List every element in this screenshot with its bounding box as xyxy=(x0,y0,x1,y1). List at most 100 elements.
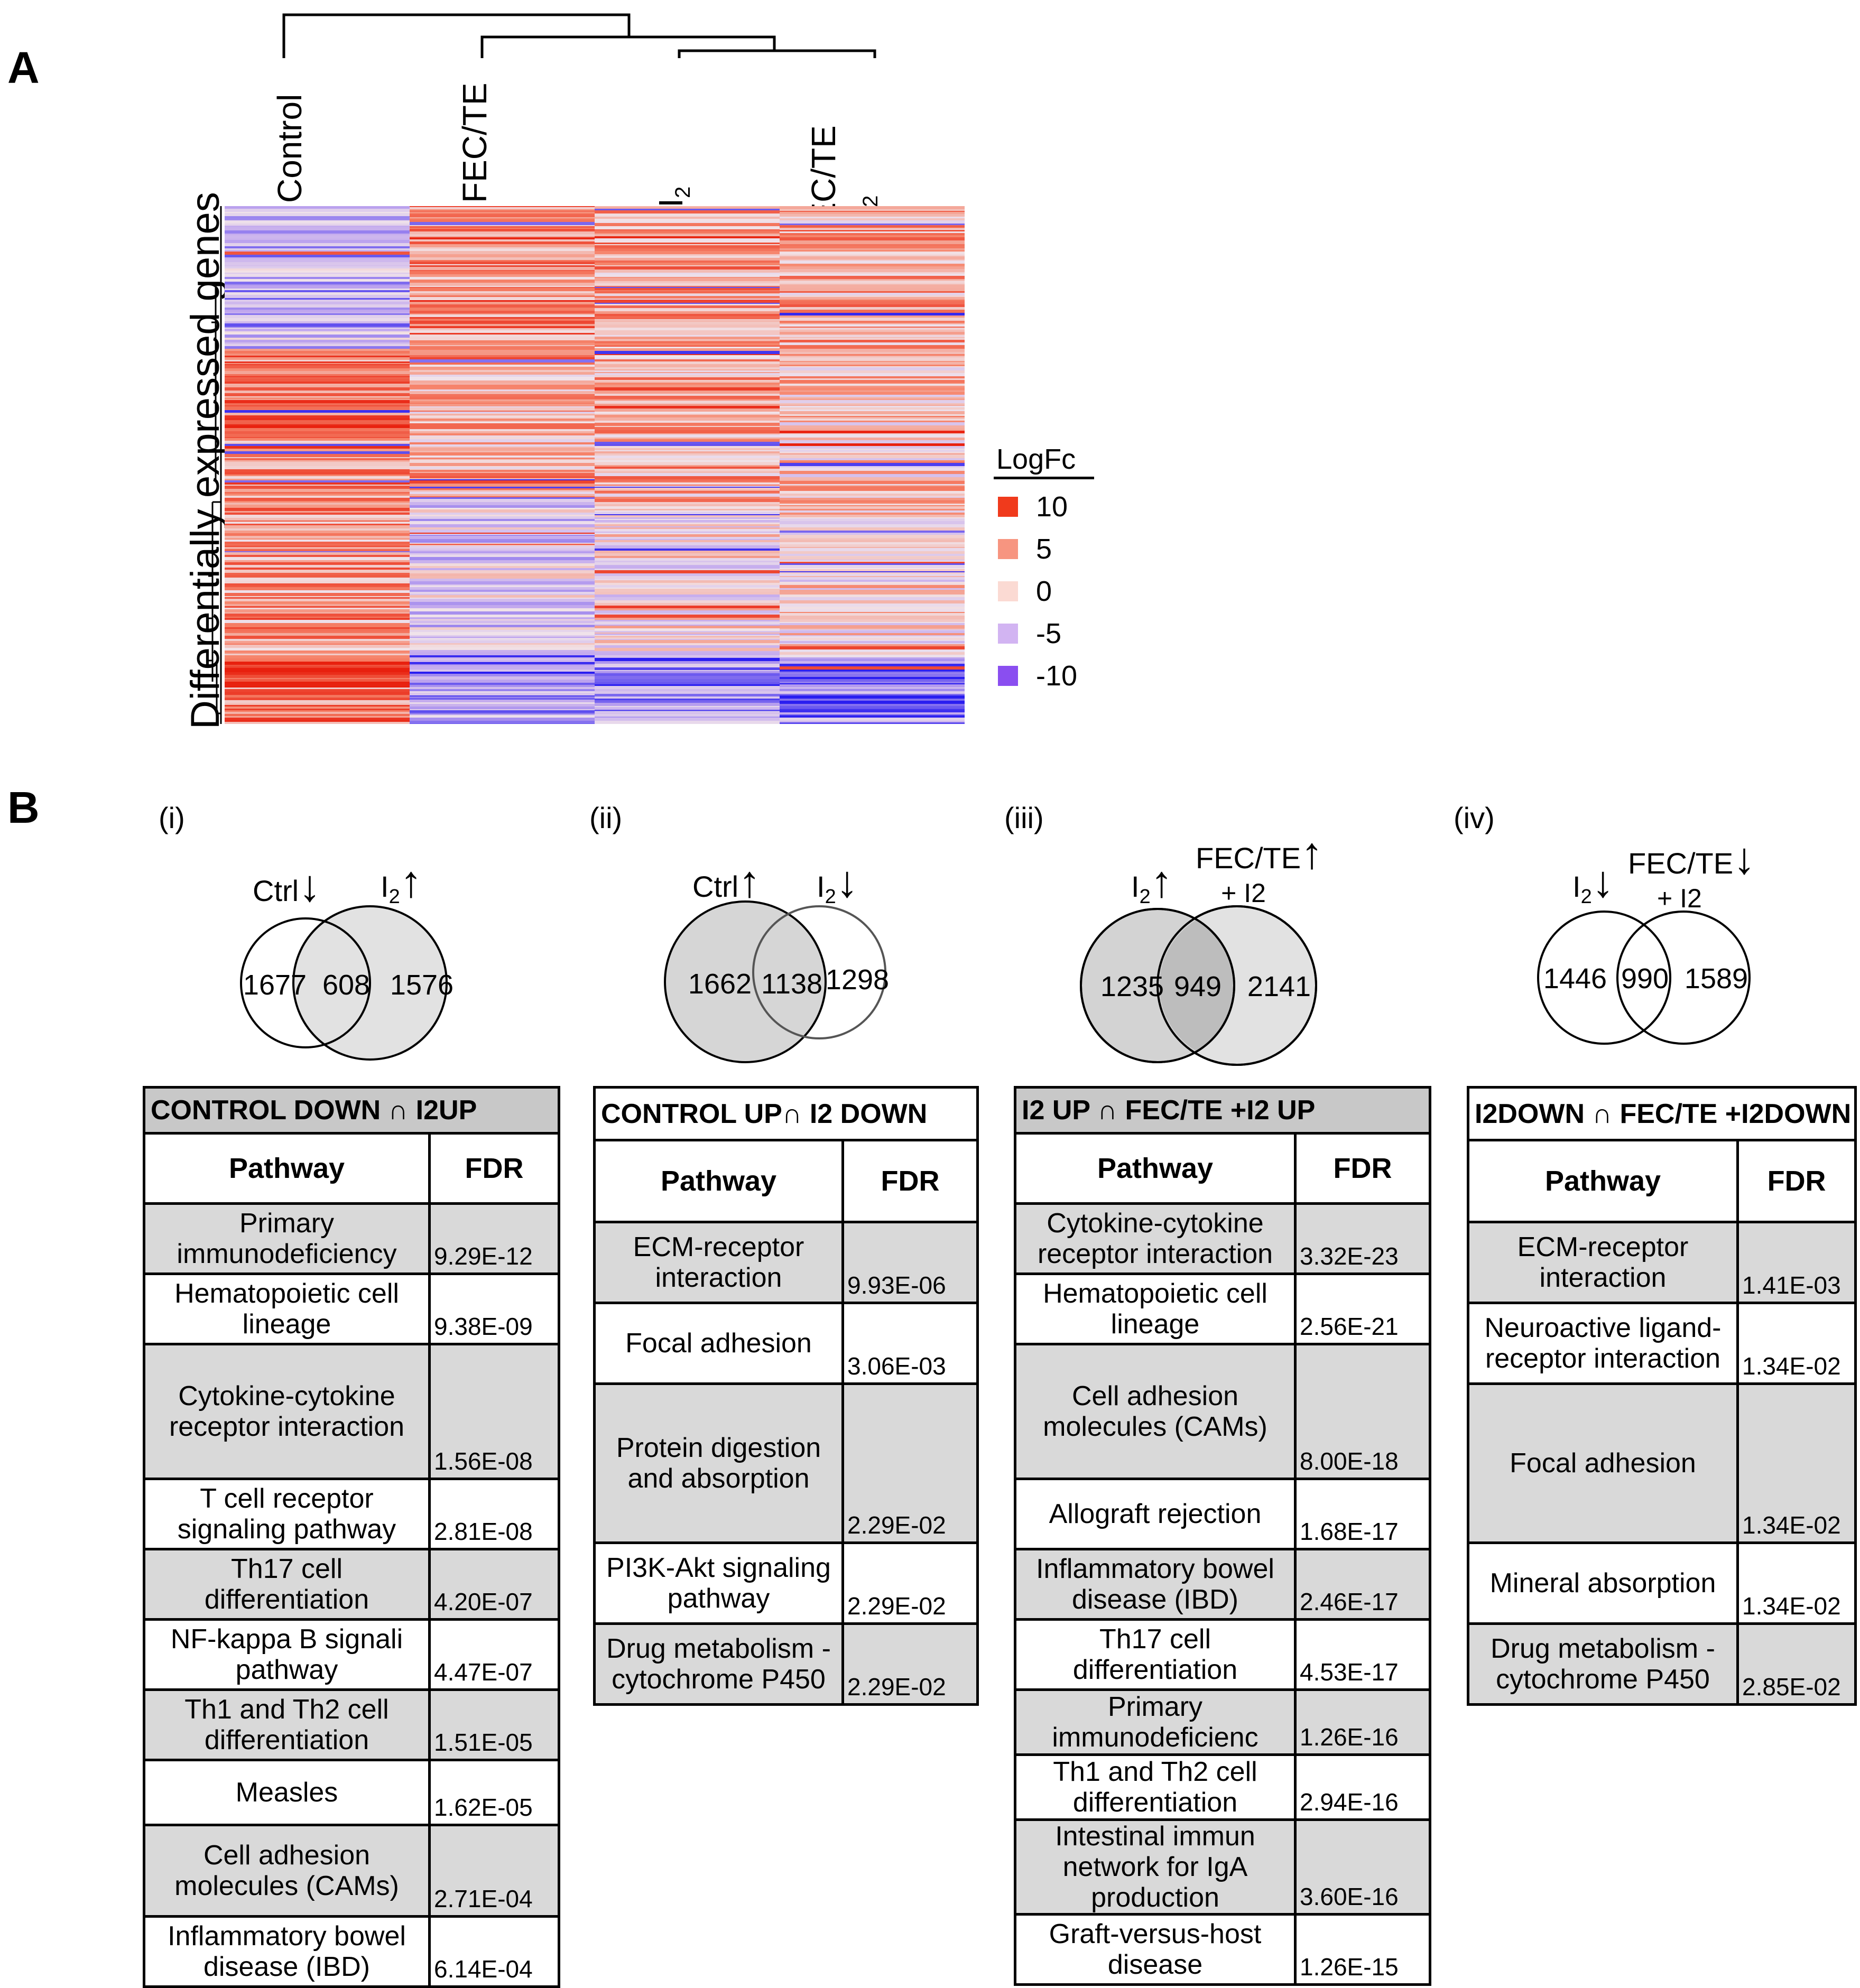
fdr-value: 9.93E-06 xyxy=(841,1221,979,1304)
fdr-value: 1.62E-05 xyxy=(428,1759,560,1826)
fdr-value: 1.34E-02 xyxy=(1736,1382,1857,1544)
column-header-fdr: FDR xyxy=(841,1139,979,1223)
pathway-name: Primary immunodeficiency xyxy=(143,1202,431,1275)
pathway-table-iv: I2DOWN ∩ FEC/TE +I2DOWN Pathway FDR ECM-rec… xyxy=(1466,1086,1857,1706)
table-row: ECM-receptor interaction 1.41E-03 xyxy=(1467,1221,1857,1304)
pathway-name: Focal adhesion xyxy=(593,1302,844,1385)
pathway-name: T cell receptor signaling pathway xyxy=(143,1478,431,1550)
legend-swatch xyxy=(998,624,1018,644)
venn-diagram-ii: 1662 1138 1298 xyxy=(664,900,889,1063)
table-row: Th17 cell differentiation 4.53E-17 xyxy=(1014,1618,1431,1691)
venn-iii-left-condition: I2↑ xyxy=(1131,857,1173,908)
table-row: Th17 cell differentiation 4.20E-07 xyxy=(143,1548,560,1621)
legend-label: 0 xyxy=(1036,575,1052,607)
pathway-name: Th17 cell differentiation xyxy=(143,1548,431,1621)
pathway-name: Inflammatory bowel disease (IBD) xyxy=(1014,1548,1297,1621)
fdr-value: 8.00E-18 xyxy=(1294,1343,1431,1480)
venn-iii-left-count: 1235 xyxy=(1100,971,1164,1002)
pathway-name: PI3K-Akt signaling pathway xyxy=(593,1541,844,1625)
pathway-name: Cell adhesion molecules (CAMs) xyxy=(143,1824,431,1918)
table-row: Cell adhesion molecules (CAMs) 2.71E-04 xyxy=(143,1824,560,1918)
fdr-value: 2.29E-02 xyxy=(841,1541,979,1625)
pathway-name: Hematopoietic cell lineage xyxy=(1014,1272,1297,1345)
table-row: Cell adhesion molecules (CAMs) 8.00E-18 xyxy=(1014,1343,1431,1480)
pathway-name: ECM-receptor interaction xyxy=(593,1221,844,1304)
fdr-value: 2.46E-17 xyxy=(1294,1548,1431,1621)
pathway-table-iii: I2 UP ∩ FEC/TE +I2 UP Pathway FDR Cytokine-… xyxy=(1014,1086,1431,1986)
pathway-name: Allograft rejection xyxy=(1014,1478,1297,1550)
legend-swatch xyxy=(998,581,1018,601)
column-header-pathway: Pathway xyxy=(143,1132,431,1205)
legend-label: 10 xyxy=(1036,491,1068,523)
pathway-name: Cytokine-cytokine receptor interaction xyxy=(1014,1202,1297,1275)
table-title: CONTROL UP∩ I2 DOWN xyxy=(593,1086,979,1141)
venn-i-right-condition: I2↑ xyxy=(381,857,422,908)
fdr-value: 9.38E-09 xyxy=(428,1272,560,1345)
legend-title-underline xyxy=(994,477,1094,479)
venn-iv-overlap-count: 990 xyxy=(1621,963,1669,995)
venn-i-overlap-count: 608 xyxy=(322,969,370,1001)
fdr-value: 2.81E-08 xyxy=(428,1478,560,1550)
venn-iii-right-count: 2141 xyxy=(1247,971,1311,1002)
column-label-i2: I2 xyxy=(652,186,695,208)
table-title: CONTROL DOWN ∩ I2UP xyxy=(143,1086,560,1135)
venn-iv-right-count: 1589 xyxy=(1685,963,1748,995)
fdr-value: 1.41E-03 xyxy=(1736,1221,1857,1304)
venn-label-iii: (iii) xyxy=(1004,801,1044,834)
venn-iv-left-condition: I2↓ xyxy=(1572,857,1614,908)
table-row: Th1 and Th2 cell differentiation 2.94E-16 xyxy=(1014,1753,1431,1821)
table-row: Neuroactive ligand-receptor interaction 1… xyxy=(1467,1302,1857,1385)
venn-iv-right-condition: FEC/TE↓ + I2 xyxy=(1628,833,1756,913)
fdr-value: 2.71E-04 xyxy=(428,1824,560,1918)
table-row: Focal adhesion 3.06E-03 xyxy=(593,1302,979,1385)
table-title: I2 UP ∩ FEC/TE +I2 UP xyxy=(1014,1086,1431,1135)
table-row: Protein digestion and absorption 2.29E-02 xyxy=(593,1382,979,1544)
venn-ii-overlap-count: 1138 xyxy=(761,968,822,1000)
pathway-name: Cell adhesion molecules (CAMs) xyxy=(1014,1343,1297,1480)
venn-iii-right-condition: FEC/TE↑ + I2 xyxy=(1196,828,1324,908)
table-row: Inflammatory bowel disease (IBD) 6.14E-04 xyxy=(143,1915,560,1988)
fdr-value: 3.06E-03 xyxy=(841,1302,979,1385)
row-dendrogram xyxy=(208,206,222,724)
venn-i-left-condition: Ctrl↓ xyxy=(253,861,321,911)
table-row: Primary immunodeficiency 9.29E-12 xyxy=(143,1202,560,1275)
venn-ii-right-condition: I2↓ xyxy=(817,857,858,908)
pathway-name: Drug metabolism - cytochrome P450 xyxy=(593,1622,844,1706)
table-row: Cytokine-cytokine receptor interaction 1.… xyxy=(143,1343,560,1480)
fdr-value: 2.85E-02 xyxy=(1736,1622,1857,1706)
pathway-name: Protein digestion and absorption xyxy=(593,1382,844,1544)
fdr-value: 1.51E-05 xyxy=(428,1688,560,1761)
table-title: I2DOWN ∩ FEC/TE +I2DOWN xyxy=(1466,1086,1857,1141)
fdr-value: 1.34E-02 xyxy=(1736,1541,1857,1625)
table-row: Hematopoietic cell lineage 9.38E-09 xyxy=(143,1272,560,1345)
pathway-name: Th1 and Th2 cell differentiation xyxy=(1014,1753,1297,1821)
fdr-value: 2.29E-02 xyxy=(841,1382,979,1544)
legend-swatch xyxy=(998,539,1018,559)
legend-swatch xyxy=(998,666,1018,686)
fdr-value: 1.56E-08 xyxy=(428,1343,560,1480)
fdr-value: 4.20E-07 xyxy=(428,1548,560,1621)
table-row: Drug metabolism - cytochrome P450 2.29E-0… xyxy=(593,1622,979,1706)
column-label-control: Control xyxy=(271,94,309,203)
pathway-name: Th1 and Th2 cell differentiation xyxy=(143,1688,431,1761)
pathway-name: Primary immunodeficienc xyxy=(1014,1688,1297,1756)
pathway-name: ECM-receptor interaction xyxy=(1467,1221,1739,1304)
venn-ii-left-condition: Ctrl↑ xyxy=(692,857,761,906)
table-row: Cytokine-cytokine receptor interaction 3.… xyxy=(1014,1202,1431,1275)
pathway-name: Graft-versus-host disease xyxy=(1014,1913,1297,1986)
table-row: NF-kappa B signali pathway 4.47E-07 xyxy=(143,1618,560,1691)
legend-swatch xyxy=(998,497,1018,517)
table-row: Graft-versus-host disease 1.26E-15 xyxy=(1014,1913,1431,1986)
panel-letter-b: B xyxy=(7,783,40,832)
venn-diagram-i: 1677 608 1576 xyxy=(240,905,454,1061)
fdr-value: 2.94E-16 xyxy=(1294,1753,1431,1821)
column-header-pathway: Pathway xyxy=(593,1139,844,1223)
venn-diagram-iv: 1446 990 1589 xyxy=(1537,911,1751,1045)
table-row: Hematopoietic cell lineage 2.56E-21 xyxy=(1014,1272,1431,1345)
pathway-name: Measles xyxy=(143,1759,431,1826)
pathway-name: Intestinal immun network for IgA product… xyxy=(1014,1818,1297,1916)
table-row: Allograft rejection 1.68E-17 xyxy=(1014,1478,1431,1550)
venn-label-ii: (ii) xyxy=(589,801,623,834)
column-dendrogram xyxy=(282,13,876,58)
venn-diagram-iii: 1235 949 2141 xyxy=(1080,905,1317,1066)
